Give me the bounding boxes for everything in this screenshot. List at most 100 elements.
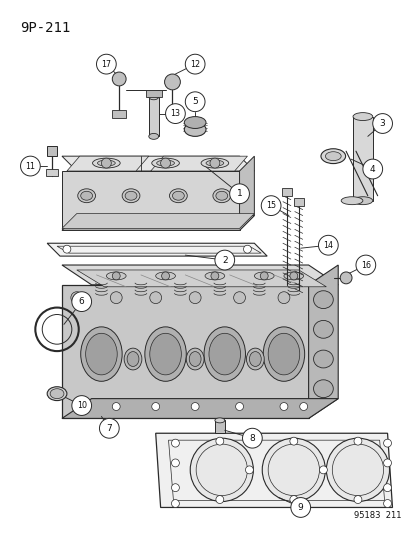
- Polygon shape: [62, 171, 239, 230]
- Ellipse shape: [214, 418, 224, 423]
- Polygon shape: [214, 421, 224, 433]
- Ellipse shape: [50, 389, 64, 399]
- Polygon shape: [67, 156, 148, 171]
- Ellipse shape: [148, 133, 158, 139]
- Ellipse shape: [313, 350, 332, 368]
- Ellipse shape: [340, 197, 362, 205]
- Circle shape: [191, 402, 199, 410]
- Polygon shape: [148, 97, 158, 136]
- Ellipse shape: [169, 189, 187, 203]
- Circle shape: [96, 54, 116, 74]
- Ellipse shape: [189, 352, 201, 367]
- Circle shape: [63, 245, 71, 253]
- Text: 11: 11: [25, 161, 36, 171]
- Circle shape: [161, 272, 169, 280]
- Ellipse shape: [313, 290, 332, 309]
- Circle shape: [353, 437, 361, 445]
- Circle shape: [189, 292, 201, 304]
- Polygon shape: [46, 169, 58, 176]
- Polygon shape: [47, 243, 266, 256]
- Text: 3: 3: [379, 119, 385, 128]
- Text: 13: 13: [170, 109, 180, 118]
- Ellipse shape: [204, 327, 245, 381]
- Polygon shape: [62, 215, 254, 230]
- Ellipse shape: [148, 94, 158, 100]
- Ellipse shape: [325, 152, 340, 160]
- Circle shape: [71, 292, 83, 304]
- Text: 14: 14: [323, 241, 332, 250]
- Circle shape: [160, 158, 170, 168]
- Circle shape: [214, 250, 234, 270]
- Ellipse shape: [254, 272, 273, 280]
- Text: 5: 5: [192, 97, 197, 106]
- Ellipse shape: [78, 189, 95, 203]
- Text: 16: 16: [360, 261, 370, 270]
- Ellipse shape: [145, 327, 186, 381]
- Circle shape: [261, 196, 280, 215]
- Circle shape: [171, 499, 179, 507]
- Ellipse shape: [313, 380, 332, 398]
- Ellipse shape: [122, 189, 140, 203]
- Text: 6: 6: [78, 297, 84, 306]
- Circle shape: [242, 429, 261, 448]
- Circle shape: [279, 402, 287, 410]
- Circle shape: [211, 272, 218, 280]
- Circle shape: [260, 272, 268, 280]
- Circle shape: [383, 484, 391, 491]
- Ellipse shape: [313, 320, 332, 338]
- Circle shape: [383, 499, 391, 507]
- Circle shape: [243, 245, 251, 253]
- Circle shape: [383, 439, 391, 447]
- Polygon shape: [352, 117, 372, 201]
- Ellipse shape: [263, 327, 304, 381]
- Circle shape: [290, 498, 310, 518]
- Ellipse shape: [212, 189, 230, 203]
- Circle shape: [72, 395, 91, 415]
- Ellipse shape: [85, 333, 117, 375]
- Circle shape: [112, 402, 120, 410]
- Polygon shape: [281, 188, 291, 196]
- Circle shape: [229, 184, 249, 204]
- Ellipse shape: [246, 348, 263, 370]
- Ellipse shape: [283, 272, 303, 280]
- Circle shape: [21, 156, 40, 176]
- Polygon shape: [76, 270, 325, 287]
- Text: 12: 12: [190, 60, 200, 69]
- Text: 2: 2: [221, 255, 227, 264]
- Circle shape: [353, 496, 361, 504]
- Circle shape: [215, 437, 223, 445]
- Text: 8: 8: [249, 434, 255, 443]
- Polygon shape: [112, 110, 126, 118]
- Circle shape: [261, 438, 325, 502]
- Ellipse shape: [352, 112, 372, 120]
- Circle shape: [233, 292, 245, 304]
- Ellipse shape: [47, 387, 67, 401]
- Text: 1: 1: [236, 189, 242, 198]
- Ellipse shape: [156, 160, 174, 166]
- Circle shape: [289, 437, 297, 445]
- Polygon shape: [62, 214, 254, 229]
- Circle shape: [372, 114, 392, 133]
- Ellipse shape: [184, 123, 206, 136]
- Text: 17: 17: [101, 60, 111, 69]
- Polygon shape: [62, 399, 337, 418]
- Circle shape: [99, 418, 119, 438]
- Ellipse shape: [124, 348, 142, 370]
- Ellipse shape: [81, 191, 93, 200]
- Circle shape: [110, 292, 122, 304]
- Text: 95183  211: 95183 211: [353, 511, 400, 520]
- Polygon shape: [165, 110, 179, 118]
- Ellipse shape: [209, 333, 240, 375]
- Polygon shape: [62, 285, 308, 418]
- Circle shape: [171, 484, 179, 491]
- Circle shape: [362, 159, 382, 179]
- Polygon shape: [62, 265, 337, 285]
- Circle shape: [171, 439, 179, 447]
- Circle shape: [289, 272, 297, 280]
- Ellipse shape: [81, 327, 122, 381]
- Ellipse shape: [184, 117, 206, 128]
- Circle shape: [171, 459, 179, 467]
- Circle shape: [299, 402, 307, 410]
- Ellipse shape: [201, 158, 228, 168]
- Circle shape: [185, 54, 204, 74]
